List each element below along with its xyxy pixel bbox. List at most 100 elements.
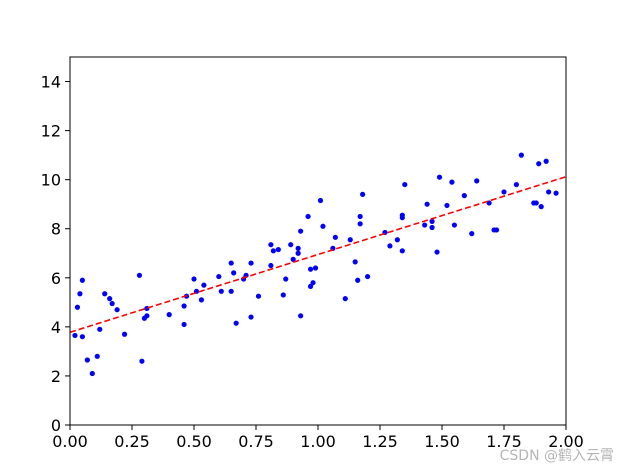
y-tick-label: 4: [51, 318, 61, 337]
scatter-point: [493, 227, 500, 233]
scatter-point: [144, 305, 150, 312]
scatter-point: [402, 181, 408, 188]
y-tick-label: 6: [51, 269, 61, 288]
scatter-point: [429, 218, 435, 224]
scatter-point: [218, 288, 224, 294]
scatter-point: [216, 273, 222, 280]
y-axis: 0 2 4 6 8 10 12 14: [41, 73, 70, 435]
scatter-point: [121, 331, 128, 337]
x-tick-label: 0.50: [176, 432, 212, 451]
scatter-point: [474, 178, 480, 184]
scatter-point: [553, 190, 559, 196]
scatter-point: [181, 321, 187, 328]
scatter-point: [191, 276, 197, 282]
watermark-text: CSDN @鹤入云霄: [499, 448, 614, 464]
scatter-point: [233, 320, 239, 326]
scatter-point: [387, 243, 393, 249]
scatter-point: [305, 213, 311, 220]
plot-frame: [69, 56, 567, 426]
scatter-point: [298, 313, 304, 319]
scatter-point: [543, 158, 549, 164]
scatter-point: [198, 297, 205, 303]
scatter-point: [136, 272, 143, 278]
scatter-point: [307, 283, 314, 289]
scatter-point: [449, 179, 455, 185]
scatter-points: [72, 152, 559, 377]
scatter-point: [228, 288, 234, 294]
y-tick-label: 12: [41, 122, 61, 141]
scatter-point: [107, 296, 113, 302]
scatter-point: [310, 280, 316, 286]
scatter-point: [84, 357, 90, 363]
x-tick-label: 0.75: [238, 432, 274, 451]
x-tick-label: 1.50: [424, 432, 460, 451]
y-tick-label: 8: [51, 220, 61, 239]
scatter-point: [394, 237, 400, 243]
scatter-point: [347, 237, 353, 243]
x-tick-label: 1.75: [486, 432, 522, 451]
scatter-point: [424, 201, 430, 207]
scatter-point: [248, 314, 254, 320]
scatter-point: [538, 204, 544, 210]
scatter-point: [97, 326, 103, 332]
scatter-point: [444, 202, 450, 209]
scatter-point: [77, 291, 83, 297]
scatter-point: [228, 260, 234, 266]
scatter-point: [518, 152, 524, 158]
scatter-point: [255, 293, 262, 299]
scatter-point: [461, 193, 467, 199]
scatter-point: [536, 161, 542, 167]
scatter-point: [109, 300, 115, 307]
scatter-point: [288, 242, 294, 248]
scatter-point: [355, 277, 361, 283]
fit-line-group: [69, 175, 567, 334]
scatter-point: [352, 259, 358, 265]
scatter-point: [307, 266, 314, 272]
fit-line: [69, 175, 567, 334]
scatter-point: [139, 358, 145, 364]
scatter-point: [295, 245, 301, 251]
y-tick-label: 2: [51, 367, 61, 386]
x-tick-label: 1.00: [300, 432, 336, 451]
scatter-point: [533, 200, 539, 206]
scatter-point: [436, 174, 443, 180]
scatter-point: [399, 248, 405, 254]
y-tick-label: 14: [41, 73, 61, 92]
scatter-point: [268, 242, 274, 248]
scatter-point: [290, 256, 296, 262]
scatter-point: [231, 270, 237, 276]
scatter-point: [201, 282, 207, 288]
scatter-point: [114, 307, 120, 313]
scatter-point: [298, 228, 304, 234]
scatter-point: [501, 189, 507, 195]
scatter-point: [268, 262, 274, 269]
y-tick-label: 0: [51, 416, 61, 435]
scatter-point: [283, 276, 289, 282]
scatter-point: [320, 223, 326, 229]
scatter-point: [357, 221, 363, 227]
scatter-point: [280, 292, 286, 298]
scatter-point: [422, 222, 428, 228]
scatter-point: [72, 332, 78, 339]
scatter-point: [429, 224, 435, 231]
scatter-point: [342, 296, 348, 302]
scatter-point: [399, 212, 405, 218]
scatter-point: [181, 303, 187, 309]
x-tick-label: 1.25: [362, 432, 398, 451]
scatter-point: [295, 250, 301, 256]
scatter-point: [74, 304, 81, 310]
scatter-point: [144, 313, 150, 319]
scatter-point: [357, 213, 363, 220]
scatter-point: [451, 222, 457, 228]
y-tick-label: 10: [41, 171, 61, 190]
scatter-point: [270, 248, 276, 254]
scatter-point: [312, 265, 319, 271]
scatter-point: [546, 189, 552, 195]
scatter-point: [332, 234, 338, 240]
scatter-point: [79, 277, 85, 283]
scatter-point: [275, 246, 281, 253]
scatter-point: [248, 260, 254, 266]
scatter-point: [94, 353, 100, 359]
scatter-point: [102, 291, 108, 297]
